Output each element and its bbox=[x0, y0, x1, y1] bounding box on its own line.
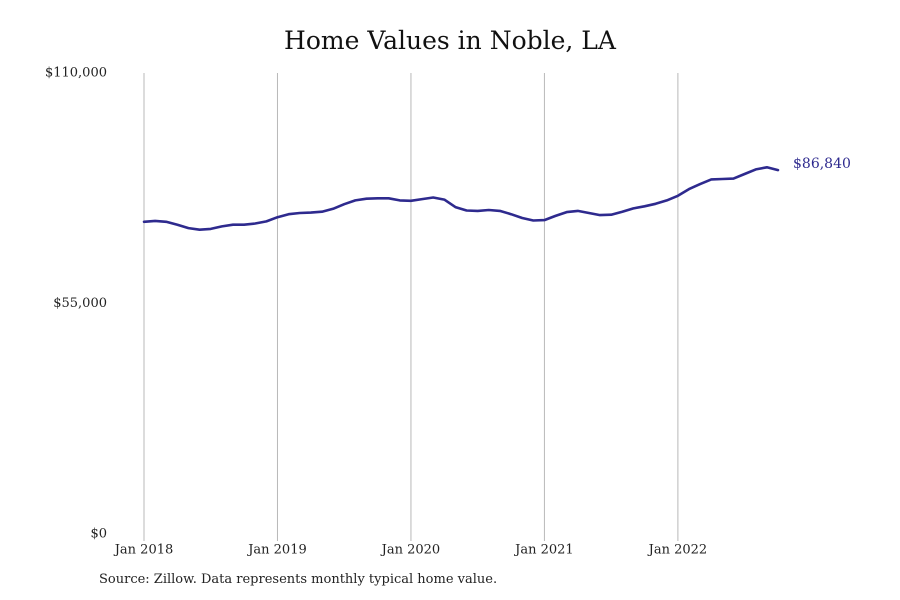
x-tick-label: Jan 2022 bbox=[647, 543, 708, 558]
series-line bbox=[142, 166, 780, 231]
chart-title: Home Values in Noble, LA bbox=[284, 26, 616, 55]
y-axis-ticks: $110,000 $55,000 $0 bbox=[45, 66, 107, 542]
y-tick-label: $0 bbox=[90, 527, 107, 542]
x-tick-label: Jan 2020 bbox=[380, 543, 441, 558]
series-layer: $86,840 bbox=[142, 156, 851, 231]
end-value-label: $86,840 bbox=[793, 156, 851, 172]
x-tick-label: Jan 2018 bbox=[113, 543, 174, 558]
x-tick-label: Jan 2021 bbox=[513, 543, 574, 558]
x-axis-ticks: Jan 2018 Jan 2019 Jan 2020 Jan 2021 Jan 2022 bbox=[113, 543, 707, 558]
y-tick-label: $110,000 bbox=[45, 66, 107, 81]
x-tick-label: Jan 2019 bbox=[246, 543, 307, 558]
grid-lines bbox=[143, 73, 679, 541]
source-note: Source: Zillow. Data represents monthly … bbox=[99, 572, 498, 587]
y-tick-label: $55,000 bbox=[53, 296, 107, 311]
